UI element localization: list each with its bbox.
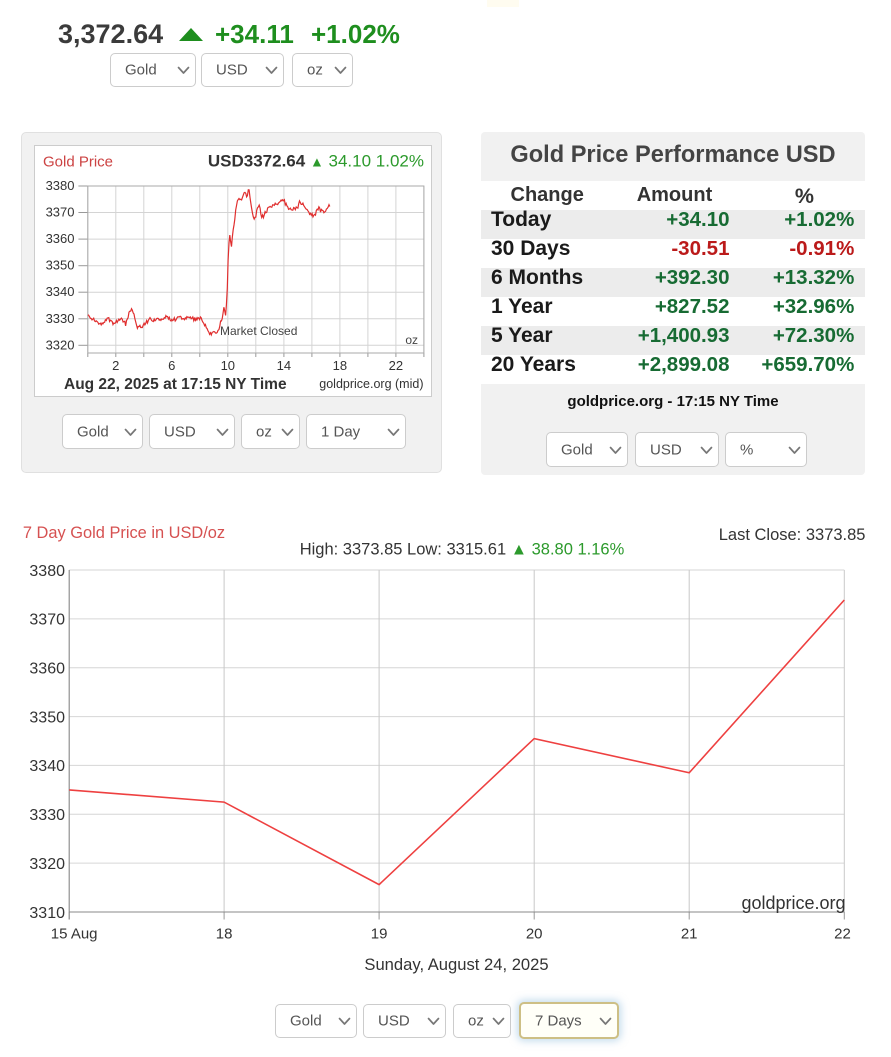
svg-text:goldprice.org (mid): goldprice.org (mid) <box>319 377 423 391</box>
svg-text:19: 19 <box>371 926 388 943</box>
svg-text:2: 2 <box>112 358 119 373</box>
svg-text:3340: 3340 <box>29 758 65 775</box>
svg-text:10: 10 <box>221 358 235 373</box>
svg-text:3360: 3360 <box>46 231 75 246</box>
svg-text:Sunday, August 24, 2025: Sunday, August 24, 2025 <box>364 955 548 974</box>
svg-text:14: 14 <box>277 358 291 373</box>
svg-text:goldprice.org: goldprice.org <box>741 893 845 913</box>
svg-text:20: 20 <box>526 926 543 943</box>
svg-text:7 Day Gold Price in USD/oz: 7 Day Gold Price in USD/oz <box>23 524 225 542</box>
svg-text:Market Closed: Market Closed <box>220 324 297 338</box>
svg-text:3310: 3310 <box>29 905 65 922</box>
svg-text:6: 6 <box>168 358 175 373</box>
svg-text:3350: 3350 <box>29 709 65 726</box>
svg-text:3330: 3330 <box>46 311 75 326</box>
svg-text:22: 22 <box>389 358 403 373</box>
svg-text:21: 21 <box>681 926 698 943</box>
svg-text:3370: 3370 <box>29 612 65 629</box>
svg-text:18: 18 <box>216 926 233 943</box>
svg-text:3370: 3370 <box>46 205 75 220</box>
svg-text:3340: 3340 <box>46 284 75 299</box>
svg-text:3320: 3320 <box>46 337 75 352</box>
svg-text:3360: 3360 <box>29 661 65 678</box>
svg-text:Aug 22, 2025 at 17:15 NY Time: Aug 22, 2025 at 17:15 NY Time <box>64 376 287 393</box>
svg-text:3380: 3380 <box>46 178 75 193</box>
svg-text:3320: 3320 <box>29 856 65 873</box>
svg-text:18: 18 <box>333 358 347 373</box>
svg-text:15 Aug: 15 Aug <box>51 926 98 943</box>
svg-text:Last Close: 3373.85: Last Close: 3373.85 <box>719 526 866 544</box>
svg-text:3330: 3330 <box>29 807 65 824</box>
svg-text:High: 3373.85 Low: 3315.61 ▲ 3: High: 3373.85 Low: 3315.61 ▲ 38.80 1.16% <box>300 541 625 559</box>
svg-text:3380: 3380 <box>29 563 65 580</box>
svg-text:Gold Price: Gold Price <box>43 154 113 171</box>
svg-text:22: 22 <box>834 926 851 943</box>
svg-text:USD3372.64 ▲ 34.10 1.02%: USD3372.64 ▲ 34.10 1.02% <box>208 152 424 171</box>
svg-text:oz: oz <box>405 333 418 347</box>
svg-text:3350: 3350 <box>46 258 75 273</box>
